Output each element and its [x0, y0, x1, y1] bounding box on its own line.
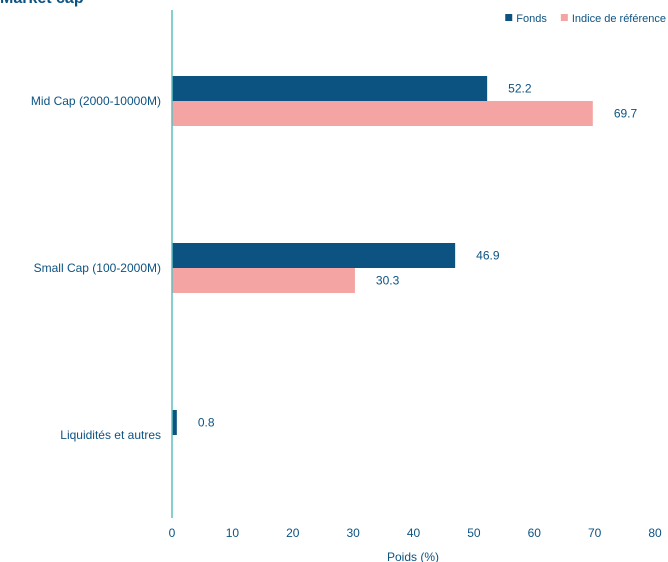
bar-fonds	[172, 76, 488, 101]
bar-indice	[172, 101, 593, 126]
data-label: 52.2	[508, 82, 532, 96]
legend-swatch	[560, 14, 568, 21]
category-label: Small Cap (100-2000M)	[34, 261, 161, 275]
chart-title: Market cap	[0, 0, 84, 8]
x-tick-label: 0	[169, 526, 176, 540]
data-label: 46.9	[476, 249, 500, 263]
x-tick-label: 50	[467, 526, 481, 540]
bar-indice	[172, 268, 355, 293]
x-tick-label: 40	[407, 526, 421, 540]
data-label: 0.8	[198, 416, 215, 430]
legend-swatch	[505, 14, 513, 21]
bars-layer	[172, 76, 593, 435]
x-tick-label: 30	[346, 526, 360, 540]
bar-fonds	[172, 243, 456, 268]
data-labels-layer: 52.2 69.7 46.9 30.3 0.8	[198, 82, 638, 430]
x-axis-title: Poids (%)	[387, 550, 439, 562]
data-label: 30.3	[376, 274, 400, 288]
x-tick-label: 80	[648, 526, 662, 540]
x-tick-label: 20	[286, 526, 300, 540]
category-label: Mid Cap (2000-10000M)	[31, 94, 161, 108]
legend-label: Fonds	[516, 13, 547, 25]
x-tick-label: 70	[588, 526, 602, 540]
data-label: 69.7	[614, 107, 638, 121]
legend: Indice de référence Fonds	[505, 13, 666, 25]
category-labels-layer: Mid Cap (2000-10000M) Small Cap (100-2000…	[31, 94, 161, 442]
category-label: Liquidités et autres	[60, 428, 161, 442]
x-tick-label: 10	[226, 526, 240, 540]
x-axis-ticks: 0 10 20 30 40 50 60 70 80	[169, 526, 662, 540]
bar-fonds	[172, 410, 177, 435]
legend-label: Indice de référence	[572, 13, 666, 25]
x-tick-label: 60	[528, 526, 542, 540]
